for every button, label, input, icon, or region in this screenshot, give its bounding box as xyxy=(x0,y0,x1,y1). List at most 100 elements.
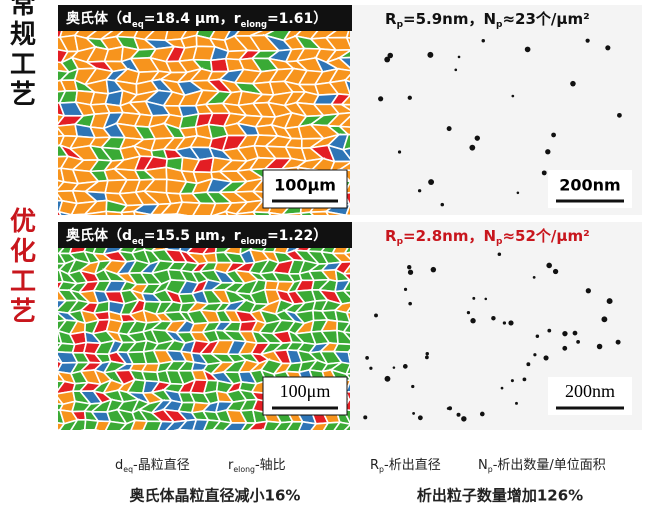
precipitate xyxy=(470,318,475,323)
precipitate xyxy=(533,353,536,356)
precipitate xyxy=(454,69,457,72)
subscript: elong xyxy=(241,19,267,29)
precipitate xyxy=(511,379,514,382)
grain xyxy=(177,214,197,224)
precipitate xyxy=(536,334,539,337)
text-part: 奥氏体（d xyxy=(66,227,132,244)
header-text: deq-晶粒直径 xyxy=(115,458,190,474)
precipitate xyxy=(385,376,391,382)
scale-label: 200nm xyxy=(565,381,615,401)
grain xyxy=(105,0,125,4)
text-part: =1.61） xyxy=(267,11,327,27)
grain xyxy=(285,433,302,443)
precipitate xyxy=(562,346,567,351)
precipitate xyxy=(546,263,552,269)
grain xyxy=(179,430,197,443)
text-part: =1.22） xyxy=(267,228,327,244)
caption: 析出粒子数量增加126% xyxy=(417,487,583,505)
scale-label: 200nm xyxy=(559,176,620,195)
precipitate xyxy=(607,298,613,304)
row-label: 常规工艺 xyxy=(6,0,36,110)
grain xyxy=(297,433,316,443)
subscript: eq xyxy=(123,465,133,474)
grain xyxy=(156,434,171,443)
header-text: Rp-析出直径 xyxy=(370,458,441,474)
precipitate xyxy=(393,366,396,369)
header-text: Np-析出数量/单位面积 xyxy=(478,458,606,474)
precipitate xyxy=(597,344,603,350)
grain xyxy=(308,434,331,441)
grain xyxy=(164,0,188,5)
header-text: Rp=2.8nm，Np≈52个/μm² xyxy=(385,227,590,247)
text-part: =18.4 μm，r xyxy=(144,11,241,27)
text-part: =15.5 μm，r xyxy=(144,228,241,244)
header-text: relong-轴比 xyxy=(228,458,286,474)
precipitate xyxy=(547,329,551,333)
text-part: ≈52个/μm² xyxy=(502,227,589,245)
precipitate xyxy=(480,412,485,417)
precipitate xyxy=(545,149,550,154)
precipitate xyxy=(542,170,547,175)
precipitate xyxy=(408,96,412,100)
precipitate xyxy=(404,288,407,291)
grain xyxy=(105,432,122,443)
subscript: eq xyxy=(132,19,144,29)
grain xyxy=(267,0,289,4)
precipitate xyxy=(374,313,378,317)
precipitate xyxy=(503,321,506,324)
precipitate xyxy=(475,135,480,140)
precipitate xyxy=(412,412,415,415)
precipitate xyxy=(407,265,411,269)
text-part: =5.9nm，N xyxy=(403,10,496,28)
precipitate xyxy=(447,407,450,410)
grain xyxy=(179,0,203,6)
grain xyxy=(56,0,79,4)
header-text: 奥氏体（deq=15.5 μm，relong=1.22） xyxy=(66,227,327,246)
precipitate xyxy=(408,302,412,306)
grain xyxy=(345,0,370,3)
header-text: 奥氏体（deq=18.4 μm，relong=1.61） xyxy=(66,10,327,29)
grain xyxy=(224,431,245,444)
grain xyxy=(248,430,271,444)
precipitate xyxy=(472,297,475,300)
precipitate xyxy=(457,413,461,417)
grain xyxy=(69,430,90,444)
precipitate xyxy=(418,415,423,420)
grain xyxy=(240,430,257,444)
precipitate xyxy=(369,367,372,370)
grain xyxy=(95,430,113,445)
row-label: 优化工艺 xyxy=(6,207,36,327)
grain xyxy=(334,431,349,442)
precipitate xyxy=(447,126,452,131)
figure: 常规工艺奥氏体（deq=18.4 μm，relong=1.61）Rp=5.9nm… xyxy=(0,0,657,511)
precipitate xyxy=(533,276,536,279)
precipitate xyxy=(525,47,531,53)
precipitate xyxy=(484,298,487,301)
precipitate xyxy=(586,39,590,43)
precipitate xyxy=(469,145,475,151)
grain xyxy=(131,431,149,444)
text-part: R xyxy=(385,227,397,245)
precipitate xyxy=(431,267,436,272)
precipitate xyxy=(387,53,393,59)
grain xyxy=(143,431,157,443)
grain xyxy=(163,430,182,443)
precipitate xyxy=(553,269,558,274)
precipitate xyxy=(365,356,369,360)
precipitate xyxy=(523,377,527,381)
precipitate xyxy=(526,362,530,366)
grain xyxy=(239,0,262,4)
precipitate xyxy=(458,56,461,59)
precipitate xyxy=(461,416,466,421)
text-part: R xyxy=(385,10,397,28)
grain xyxy=(360,431,378,443)
grain xyxy=(119,0,139,5)
grain xyxy=(321,431,340,442)
precipitate xyxy=(573,331,578,336)
scale-label: 100μm xyxy=(280,381,331,401)
grain xyxy=(204,430,220,444)
precipitate xyxy=(515,402,518,405)
grain xyxy=(355,0,382,3)
precipitate xyxy=(482,39,485,42)
grain xyxy=(147,0,171,5)
